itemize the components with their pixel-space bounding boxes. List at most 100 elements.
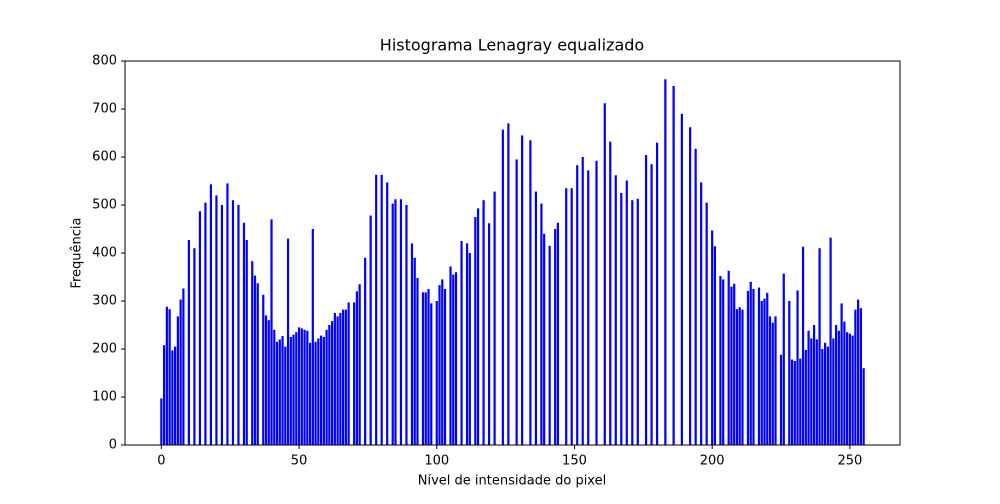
bar [487,223,491,445]
bar [689,127,692,446]
bar [386,182,389,445]
bar [179,299,182,445]
bar [752,289,755,445]
bar [182,288,185,445]
bar [391,203,394,445]
bar [452,274,455,445]
bar [501,129,504,445]
bar [306,330,309,445]
y-axis-label: Frequência [70,217,85,288]
bar [507,123,510,446]
bar [317,338,320,445]
bar [733,283,736,445]
bar [738,307,741,445]
bar [264,315,268,445]
bar [297,327,301,445]
bar [711,230,714,445]
y-tick-label: 200 [92,342,117,357]
bar [198,211,202,445]
bar [644,155,648,445]
bar [835,325,838,445]
x-tick-label: 150 [562,454,587,469]
bar [187,240,190,445]
bar [790,359,794,445]
bar [815,339,818,445]
bar [424,292,427,445]
bar [281,336,284,445]
bar [163,345,166,445]
bar [782,273,785,445]
bar [308,342,312,445]
bar [165,306,168,445]
bar [262,294,265,445]
bar [829,237,832,445]
bar [565,188,568,445]
bar [449,266,452,445]
y-tick-label: 0 [109,438,117,453]
bar [799,358,802,445]
bar [529,140,532,445]
bar [843,321,846,445]
y-tick-label: 400 [92,246,117,261]
bar [328,325,331,445]
bar [325,329,328,445]
bar [209,184,213,446]
bar [421,292,425,445]
bar [443,289,447,445]
bar [749,281,752,445]
bar [215,195,218,445]
x-tick-label: 100 [424,454,449,469]
bar [603,103,606,446]
x-tick-label: 0 [157,454,165,469]
bar [766,292,769,445]
bar [700,182,703,445]
bar [344,309,347,445]
bar [804,349,807,445]
bar [534,191,538,445]
bar [193,248,196,445]
bar [625,180,628,445]
bar [474,217,477,445]
bar [540,203,543,445]
bar [231,200,235,445]
bar [253,275,257,445]
bar [342,309,345,445]
bar [375,174,378,445]
y-tick-label: 700 [92,102,117,117]
bar [854,309,857,445]
bar [570,188,573,445]
bar [416,277,419,445]
bar [793,361,796,445]
bar [730,286,733,445]
bar [543,233,546,445]
bar [801,246,805,445]
bar [399,199,403,445]
bar [171,350,174,445]
x-tick-label: 200 [700,454,725,469]
bar [493,191,496,445]
bar [857,299,860,445]
bar [413,257,416,445]
bar [821,349,824,445]
bar [631,200,634,445]
bar [331,321,334,445]
bar [722,279,725,445]
bar [237,205,240,445]
bar [859,308,862,445]
x-tick-label: 250 [837,454,862,469]
bar [380,174,383,445]
bar [763,298,766,445]
bar [333,313,336,445]
bar [289,337,292,445]
bar [837,330,840,445]
bar [454,272,458,445]
bar [636,198,639,445]
x-axis-label: Nível de intensidade do pixel [418,474,606,489]
bar [719,276,722,445]
bar [322,337,325,445]
bar [160,398,163,445]
bar [369,215,372,445]
bar [746,290,750,445]
bar [174,346,177,445]
